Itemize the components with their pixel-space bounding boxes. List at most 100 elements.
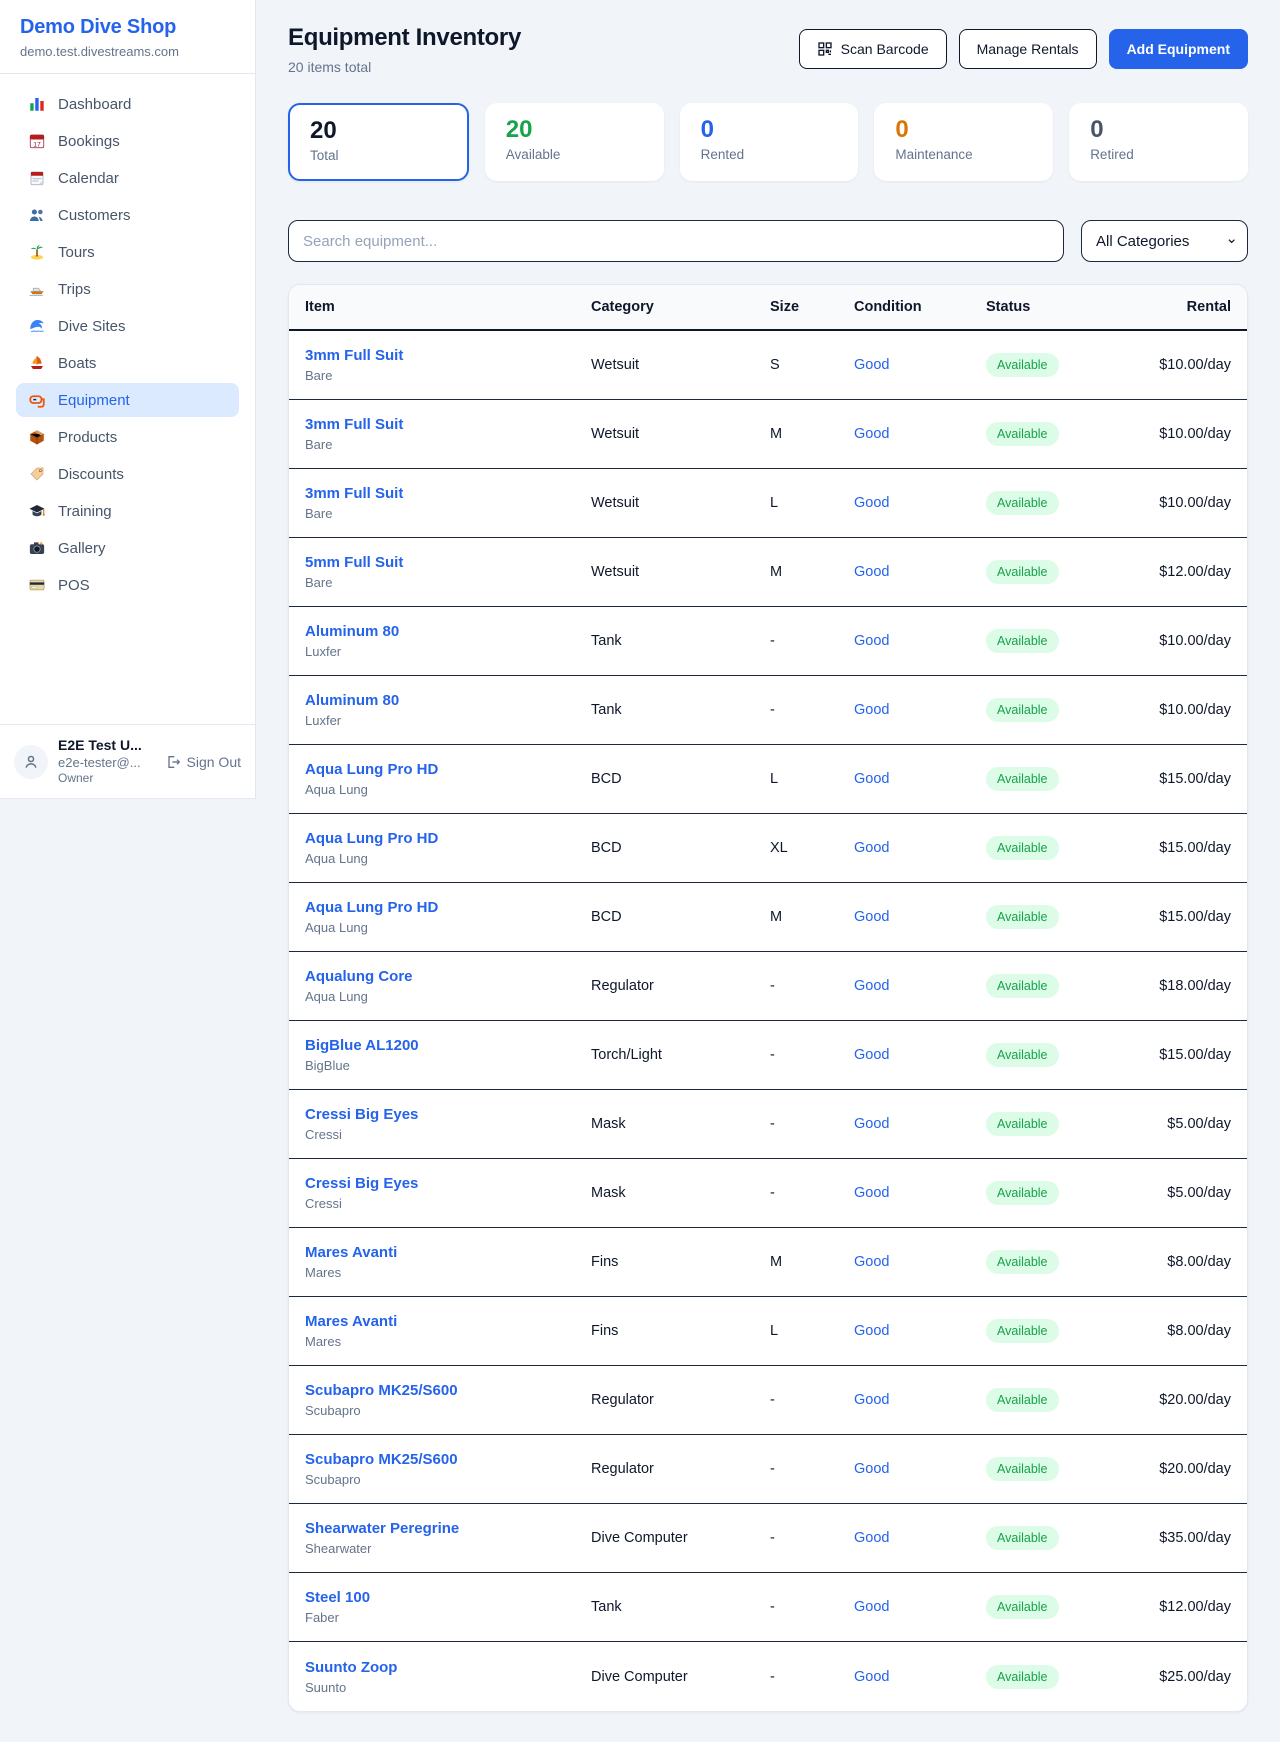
sidebar-item-bookings[interactable]: 17 Bookings bbox=[16, 124, 239, 158]
condition-link[interactable]: Good bbox=[854, 1530, 890, 1546]
condition-link[interactable]: Good bbox=[854, 909, 890, 925]
condition-link[interactable]: Good bbox=[854, 1323, 890, 1339]
condition-link[interactable]: Good bbox=[854, 357, 890, 373]
stat-card-maintenance[interactable]: 0 Maintenance bbox=[874, 103, 1054, 181]
item-brand: Bare bbox=[305, 437, 333, 452]
item-link[interactable]: Cressi Big Eyes bbox=[305, 1106, 419, 1123]
stat-card-available[interactable]: 20 Available bbox=[484, 103, 664, 181]
item-size: - bbox=[770, 1599, 775, 1615]
sidebar-item-calendar[interactable]: Calendar bbox=[16, 161, 239, 195]
item-brand: Mares bbox=[305, 1334, 342, 1349]
item-link[interactable]: Aluminum 80 bbox=[305, 692, 400, 709]
condition-link[interactable]: Good bbox=[854, 1392, 890, 1408]
add-equipment-button[interactable]: Add Equipment bbox=[1108, 29, 1248, 69]
condition-link[interactable]: Good bbox=[854, 1599, 890, 1615]
condition-link[interactable]: Good bbox=[854, 1254, 890, 1270]
item-rental: $5.00/day bbox=[1167, 1116, 1231, 1132]
item-size: - bbox=[770, 1461, 775, 1477]
item-link[interactable]: Shearwater Peregrine bbox=[305, 1520, 460, 1537]
stat-card-retired[interactable]: 0 Retired bbox=[1069, 103, 1248, 181]
condition-link[interactable]: Good bbox=[854, 633, 890, 649]
sidebar-item-label: Customers bbox=[58, 206, 131, 224]
sidebar-item-label: Trips bbox=[58, 280, 91, 298]
condition-link[interactable]: Good bbox=[854, 1185, 890, 1201]
item-link[interactable]: Mares Avanti bbox=[305, 1313, 398, 1330]
item-link[interactable]: Aqualung Core bbox=[305, 968, 413, 985]
condition-link[interactable]: Good bbox=[854, 771, 890, 787]
item-rental: $15.00/day bbox=[1159, 1047, 1231, 1063]
sidebar-item-gallery[interactable]: Gallery bbox=[16, 531, 239, 565]
item-size: - bbox=[770, 1116, 775, 1132]
search-input[interactable] bbox=[288, 220, 1064, 262]
condition-link[interactable]: Good bbox=[854, 702, 890, 718]
item-link[interactable]: 3mm Full Suit bbox=[305, 347, 404, 364]
column-header-condition: Condition bbox=[854, 299, 922, 315]
condition-link[interactable]: Good bbox=[854, 1116, 890, 1132]
condition-link[interactable]: Good bbox=[854, 1668, 890, 1685]
item-link[interactable]: 5mm Full Suit bbox=[305, 554, 404, 571]
item-link[interactable]: Scubapro MK25/S600 bbox=[305, 1382, 458, 1399]
sidebar-item-discounts[interactable]: Discounts bbox=[16, 457, 239, 491]
item-link[interactable]: 3mm Full Suit bbox=[305, 485, 404, 502]
status-badge: Available bbox=[986, 1250, 1059, 1274]
condition-link[interactable]: Good bbox=[854, 564, 890, 580]
status-badge: Available bbox=[986, 1043, 1059, 1067]
status-badge: Available bbox=[986, 1388, 1059, 1412]
condition-link[interactable]: Good bbox=[854, 840, 890, 856]
sidebar-item-label: Bookings bbox=[58, 132, 120, 150]
item-size: - bbox=[770, 1530, 775, 1546]
sidebar-item-equipment[interactable]: Equipment bbox=[16, 383, 239, 417]
item-size: M bbox=[770, 1254, 783, 1270]
item-category: BCD bbox=[591, 909, 622, 925]
sidebar-item-boats[interactable]: Boats bbox=[16, 346, 239, 380]
condition-link[interactable]: Good bbox=[854, 495, 890, 511]
sidebar-item-products[interactable]: Products bbox=[16, 420, 239, 454]
stat-card-rented[interactable]: 0 Rented bbox=[679, 103, 859, 181]
scan-barcode-button[interactable]: Scan Barcode bbox=[798, 29, 947, 69]
sidebar-item-label: POS bbox=[58, 576, 90, 594]
package-icon bbox=[28, 428, 46, 446]
sidebar-item-tours[interactable]: Tours bbox=[16, 235, 239, 269]
stat-card-total[interactable]: 20 Total bbox=[288, 103, 469, 181]
item-cell: Cressi Big Eyes Cressi bbox=[305, 1106, 591, 1142]
item-link[interactable]: Aqua Lung Pro HD bbox=[305, 899, 439, 916]
condition-link[interactable]: Good bbox=[854, 1047, 890, 1063]
item-link[interactable]: Scubapro MK25/S600 bbox=[305, 1451, 458, 1468]
item-link[interactable]: Aqua Lung Pro HD bbox=[305, 761, 439, 778]
item-link[interactable]: Steel 100 bbox=[305, 1589, 371, 1606]
item-link[interactable]: 3mm Full Suit bbox=[305, 416, 404, 433]
sidebar-item-dive-sites[interactable]: Dive Sites bbox=[16, 309, 239, 343]
stat-value: 20 bbox=[310, 117, 337, 144]
item-category: Regulator bbox=[591, 978, 654, 994]
table-header-row: Item Category Size Condition Status Rental bbox=[289, 285, 1247, 331]
item-link[interactable]: Cressi Big Eyes bbox=[305, 1175, 419, 1192]
item-size: - bbox=[770, 978, 775, 994]
sidebar-item-customers[interactable]: Customers bbox=[16, 198, 239, 232]
status-badge: Available bbox=[986, 905, 1059, 929]
condition-link[interactable]: Good bbox=[854, 978, 890, 994]
sidebar-item-trips[interactable]: Trips bbox=[16, 272, 239, 306]
brand-title[interactable]: Demo Dive Shop bbox=[20, 16, 177, 38]
table-row: Mares Avanti Mares Fins L Good Available… bbox=[289, 1297, 1247, 1366]
item-link[interactable]: Mares Avanti bbox=[305, 1244, 398, 1261]
scan-barcode-label: Scan Barcode bbox=[840, 41, 929, 57]
item-rental: $20.00/day bbox=[1159, 1392, 1231, 1408]
item-rental: $8.00/day bbox=[1167, 1254, 1231, 1270]
sidebar-item-dashboard[interactable]: Dashboard bbox=[16, 87, 239, 121]
table-row: Aqua Lung Pro HD Aqua Lung BCD L Good Av… bbox=[289, 745, 1247, 814]
condition-link[interactable]: Good bbox=[854, 426, 890, 442]
item-size: - bbox=[770, 1185, 775, 1201]
sidebar-item-pos[interactable]: POS bbox=[16, 568, 239, 602]
item-link[interactable]: Aluminum 80 bbox=[305, 623, 400, 640]
manage-rentals-button[interactable]: Manage Rentals bbox=[958, 29, 1097, 69]
sidebar-item-training[interactable]: Training bbox=[16, 494, 239, 528]
sign-out-button[interactable]: Sign Out bbox=[165, 754, 241, 770]
item-size: L bbox=[770, 771, 779, 787]
column-header-rental: Rental bbox=[1186, 299, 1231, 315]
item-link[interactable]: BigBlue AL1200 bbox=[305, 1037, 419, 1054]
condition-link[interactable]: Good bbox=[854, 1461, 890, 1477]
item-link[interactable]: Aqua Lung Pro HD bbox=[305, 830, 439, 847]
category-filter[interactable]: All Categories bbox=[1081, 220, 1248, 262]
item-link[interactable]: Suunto Zoop bbox=[305, 1658, 398, 1676]
avatar bbox=[14, 744, 48, 779]
